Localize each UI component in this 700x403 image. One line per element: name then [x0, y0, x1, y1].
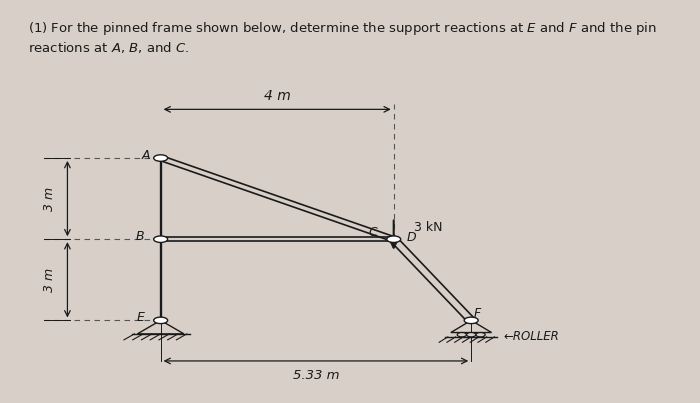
- Circle shape: [466, 332, 476, 337]
- Text: F: F: [473, 307, 481, 320]
- Circle shape: [154, 155, 167, 161]
- Circle shape: [476, 332, 485, 337]
- Text: B: B: [136, 230, 145, 243]
- Circle shape: [386, 236, 400, 243]
- Circle shape: [457, 332, 466, 337]
- Text: (1) For the pinned frame shown below, determine the support reactions at $E$ and: (1) For the pinned frame shown below, de…: [28, 20, 657, 54]
- Text: 5.33 m: 5.33 m: [293, 369, 340, 382]
- Circle shape: [154, 317, 167, 324]
- Circle shape: [154, 236, 167, 243]
- Text: C: C: [369, 226, 378, 239]
- Text: A: A: [142, 149, 150, 162]
- Text: 3 m: 3 m: [43, 268, 56, 292]
- Text: 3 kN: 3 kN: [414, 220, 442, 233]
- Text: ←ROLLER: ←ROLLER: [503, 330, 559, 343]
- Text: 4 m: 4 m: [264, 89, 290, 103]
- Text: 3 m: 3 m: [43, 187, 56, 211]
- Circle shape: [464, 317, 478, 324]
- Text: E: E: [136, 311, 144, 324]
- Text: D: D: [407, 231, 416, 244]
